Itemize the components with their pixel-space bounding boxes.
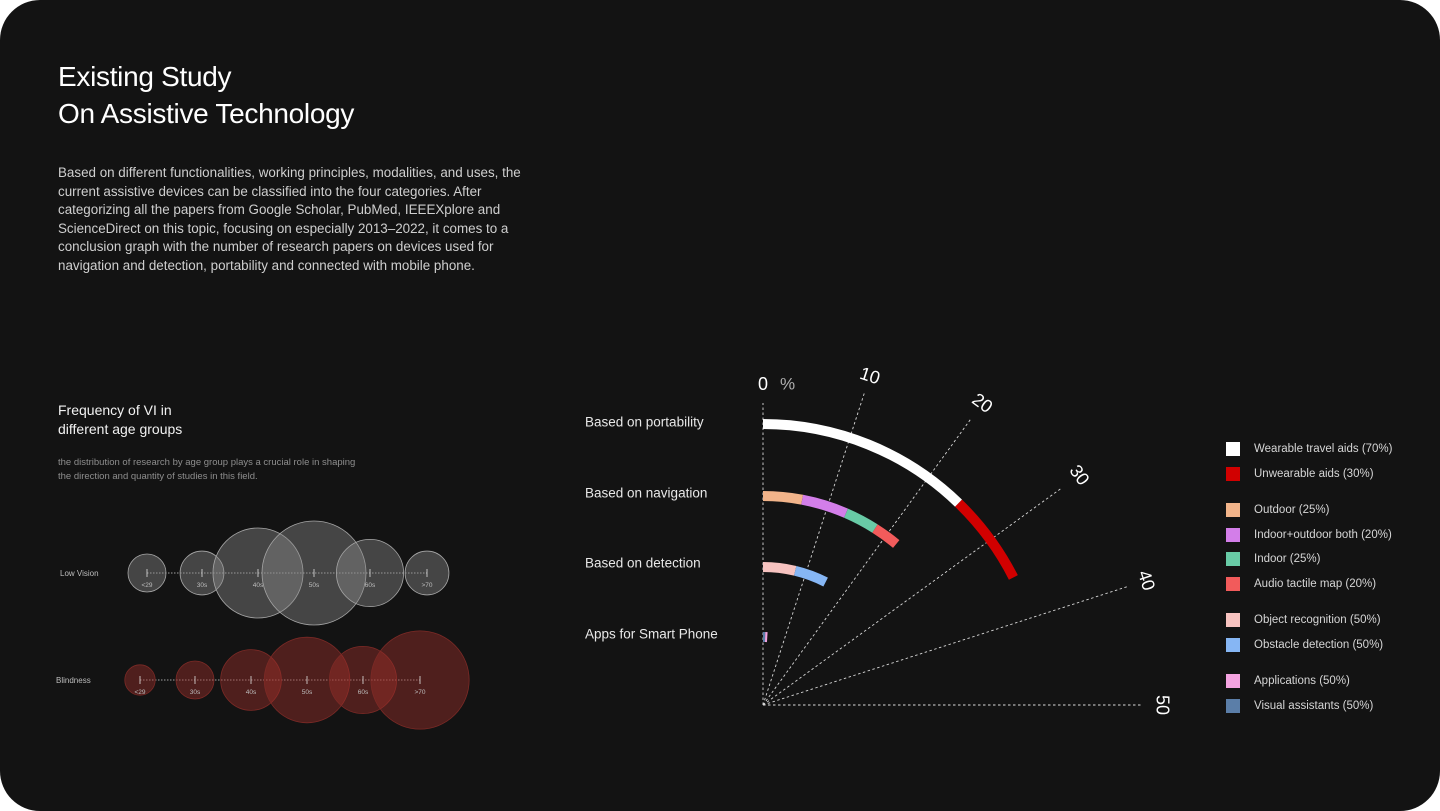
legend-swatch — [1226, 674, 1240, 688]
intro-paragraph: Based on different functionalities, work… — [58, 165, 521, 273]
radial-unit-label: % — [780, 374, 795, 393]
legend-swatch — [1226, 576, 1240, 591]
age-section-title: Frequency of VI in different age groups — [58, 401, 182, 439]
radial-tick-label: 0 — [758, 374, 768, 394]
legend-item-indoor-25: Indoor (25%) — [1226, 550, 1436, 568]
radial-bar-based-on-detection: Based on detection — [585, 556, 828, 587]
radial-segment-audio-tactile-map-20 — [872, 524, 900, 548]
radial-tick-label: 50 — [1152, 695, 1172, 715]
title-line-1: Existing Study — [58, 61, 232, 92]
radial-tick-label: 10 — [857, 363, 882, 388]
legend-label: Applications (50%) — [1254, 675, 1350, 687]
radial-guide-line — [762, 417, 973, 706]
legend-label: Object recognition (50%) — [1254, 614, 1381, 626]
bubble-series-low-vision: Low Vision <29 30s 40s 50s 60s >70 — [60, 520, 450, 626]
radial-segment-outdoor-25 — [762, 491, 804, 505]
legend-swatch — [1226, 637, 1240, 652]
bubble-tick-label: 40s — [246, 689, 257, 696]
radial-segment-wearable-travel-aids-70 — [762, 419, 963, 507]
age-bubble-chart: Low Vision <29 30s 40s 50s 60s >70 Blindness <29… — [56, 520, 470, 730]
bubble-tick-label: 50s — [309, 582, 320, 589]
legend-item-wearable-travel-aids-70: Wearable travel aids (70%) — [1226, 440, 1436, 458]
legend-item-applications-50: Applications (50%) — [1226, 672, 1436, 690]
bubble-tick-label: <29 — [134, 689, 145, 696]
bubble-row-label: Blindness — [56, 676, 91, 685]
legend-swatch — [1226, 527, 1240, 542]
bubble-tick-label: 30s — [190, 689, 201, 696]
legend-swatch — [1226, 503, 1240, 517]
legend-item-visual-assistants-50: Visual assistants (50%) — [1226, 697, 1436, 715]
bubble-series-blindness: Blindness <29 30s 40s 50s 60s >70 — [56, 630, 470, 730]
legend-item-outdoor-25: Outdoor (25%) — [1226, 501, 1436, 519]
radial-segment-obstacle-detection-50 — [793, 565, 828, 587]
bubble-tick-label: >70 — [414, 689, 425, 696]
legend-swatch — [1226, 698, 1240, 713]
radial-bar-based-on-portability: Based on portability — [585, 415, 1018, 580]
radial-category-label: Based on detection — [585, 556, 701, 571]
radial-tick-label: 30 — [1066, 461, 1094, 489]
bubble-tick-label: 40s — [253, 582, 264, 589]
legend-swatch — [1226, 466, 1240, 481]
legend-label: Unwearable aids (30%) — [1254, 467, 1374, 480]
radial-tick-label: 20 — [968, 389, 996, 417]
legend-swatch — [1226, 552, 1240, 566]
radial-bar-based-on-navigation: Based on navigation — [585, 486, 900, 548]
age-title-line-1: Frequency of VI in — [58, 402, 172, 418]
radial-tick-label: 40 — [1134, 568, 1159, 593]
bubble-tick-label: 30s — [197, 582, 208, 589]
bubble-tick-label: >70 — [421, 582, 432, 589]
bubble-row-label: Low Vision — [60, 569, 99, 578]
age-section-description: the distribution of research by age grou… — [58, 457, 356, 482]
bubble-tick-label: <29 — [141, 582, 152, 589]
legend-label: Indoor+outdoor both (20%) — [1254, 528, 1392, 541]
legend-label: Obstacle detection (50%) — [1254, 638, 1384, 651]
legend-item-obstacle-detection-50: Obstacle detection (50%) — [1226, 636, 1436, 654]
legend-item-indoor-outdoor-both-20: Indoor+outdoor both (20%) — [1226, 526, 1436, 544]
radial-category-label: Based on navigation — [585, 486, 707, 501]
legend-label: Indoor (25%) — [1254, 553, 1321, 565]
radial-segment-indoor-outdoor-both-20 — [801, 494, 848, 518]
radial-bar-chart: 0% 10 20 30 40 50 Based on portability Based on… — [585, 363, 1172, 715]
age-title-line-2: different age groups — [58, 421, 183, 437]
legend-item-unwearable-aids-30: Unwearable aids (30%) — [1226, 465, 1436, 483]
bubble-tick-label: 50s — [302, 689, 313, 696]
radial-guide-line — [762, 487, 1063, 706]
radial-segment-indoor-25 — [843, 508, 878, 533]
bubble-tick-label: 60s — [358, 689, 369, 696]
legend-item-audio-tactile-map-20: Audio tactile map (20%) — [1226, 575, 1436, 593]
legend-swatch — [1226, 442, 1240, 456]
bubble-tick-label: 60s — [365, 582, 376, 589]
page-title: Existing Study On Assistive Technology — [58, 58, 354, 132]
legend-swatch — [1226, 613, 1240, 627]
radial-guide-line — [762, 585, 1130, 706]
legend-label: Visual assistants (50%) — [1254, 699, 1374, 712]
legend-label: Outdoor (25%) — [1254, 504, 1330, 516]
radial-category-label: Apps for Smart Phone — [585, 627, 718, 642]
legend-label: Wearable travel aids (70%) — [1254, 443, 1393, 455]
legend-label: Audio tactile map (20%) — [1254, 577, 1377, 590]
radial-bar-apps-for-smart-phone: Apps for Smart Phone — [585, 627, 768, 643]
legend-item-object-recognition-50: Object recognition (50%) — [1226, 611, 1436, 629]
radial-category-label: Based on portability — [585, 415, 704, 430]
title-line-2: On Assistive Technology — [58, 98, 355, 129]
radial-segment-unwearable-aids-30 — [955, 499, 1018, 580]
radial-segment-object-recognition-50 — [762, 562, 797, 576]
